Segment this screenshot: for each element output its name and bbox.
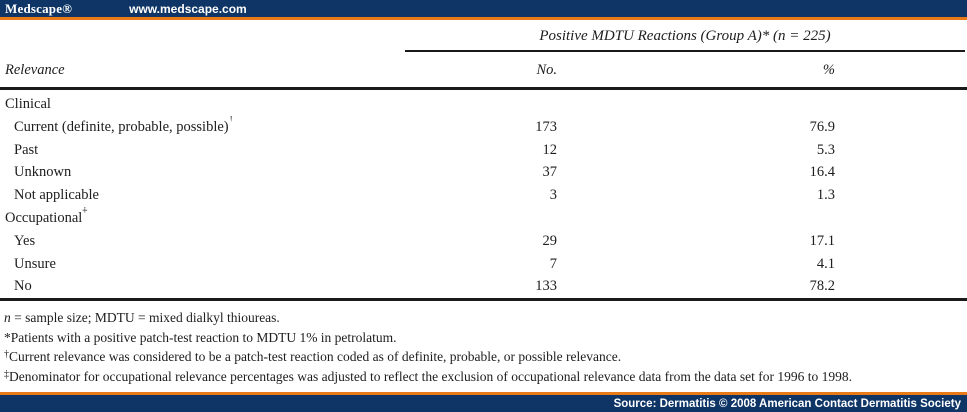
footnote-lead: n [4,310,11,326]
table-row: Current (definite, probable, possible)† … [0,116,967,139]
section-footnote-mark: ‡ [82,206,88,215]
footnote-abbreviations: n = sample size; MDTU = mixed dialkyl th… [4,308,963,328]
table-content: Positive MDTU Reactions (Group A)* (n = … [0,20,967,386]
table-row: No 133 78.2 [0,275,967,299]
cell-no: 37 [542,164,558,181]
footnote-lead: * [4,329,11,345]
footnotes: n = sample size; MDTU = mixed dialkyl th… [0,301,967,386]
top-bar: Medscape® www.medscape.com [0,0,967,20]
row-label: Past [14,141,39,158]
relevance-table: Relevance No. % Clinical Current (defini… [0,52,967,302]
cell-no: 133 [535,278,557,295]
cell-no: 7 [549,255,557,272]
table-row: Yes 29 17.1 [0,230,967,253]
table-row: Past 12 5.3 [0,139,967,162]
col-header-relevance: Relevance [0,52,420,90]
row-label: Not applicable [14,187,99,204]
cell-pct: 5.3 [816,141,835,158]
row-label: Unknown [14,164,72,181]
footnote-lead: † [4,349,9,361]
medscape-url-text: www.medscape.com [129,1,247,16]
row-label: Current (definite, probable, possible) [14,118,229,135]
cell-no: 12 [542,141,558,158]
footnote-text: Denominator for occupational relevance p… [9,368,853,384]
cell-no: 3 [549,187,557,204]
footnote-asterisk: *Patients with a positive patch-test rea… [4,328,963,348]
cell-no: 173 [535,118,557,135]
footnote-dagger: †Current relevance was considered to be … [4,347,963,367]
table-section-row-occupational: Occupational‡ [0,207,967,230]
cell-pct: 1.3 [816,187,835,204]
row-footnote-mark: † [228,115,234,123]
footnote-double-dagger: ‡Denominator for occupational relevance … [4,367,963,387]
cell-pct: 16.4 [809,164,835,181]
row-label: Unsure [14,255,56,272]
bottom-bar: Source: Dermatitis © 2008 American Conta… [0,392,967,412]
footnote-text: = sample size; MDTU = mixed dialkyl thio… [10,310,280,326]
footnote-text: Current relevance was considered to be a… [9,349,622,365]
row-label: Yes [14,232,36,249]
cell-pct: 78.2 [809,278,835,295]
table-row: Not applicable 3 1.3 [0,184,967,207]
table-row: Unknown 37 16.4 [0,161,967,184]
row-label: No [14,278,32,295]
table-group-header: Positive MDTU Reactions (Group A)* (n = … [539,28,831,44]
source-attribution: Source: Dermatitis © 2008 American Conta… [613,397,961,410]
col-header-pct: % [557,52,835,90]
cell-pct: 4.1 [816,255,835,272]
footnote-text: Patients with a positive patch-test reac… [10,329,397,345]
section-label: Clinical [5,96,51,112]
col-header-no: No. [420,52,557,90]
cell-pct: 17.1 [809,232,835,249]
table-group-header-rule: Positive MDTU Reactions (Group A)* (n = … [405,20,965,52]
footnote-lead: ‡ [4,368,9,380]
table-section-row-clinical: Clinical [0,89,967,116]
cell-pct: 76.9 [809,118,835,135]
section-label: Occupational [5,209,83,226]
cell-no: 29 [542,232,558,249]
column-header-row: Relevance No. % [0,52,967,90]
table-row: Unsure 7 4.1 [0,253,967,276]
medscape-logo: Medscape® [5,0,73,16]
col-header-spacer [835,52,967,90]
